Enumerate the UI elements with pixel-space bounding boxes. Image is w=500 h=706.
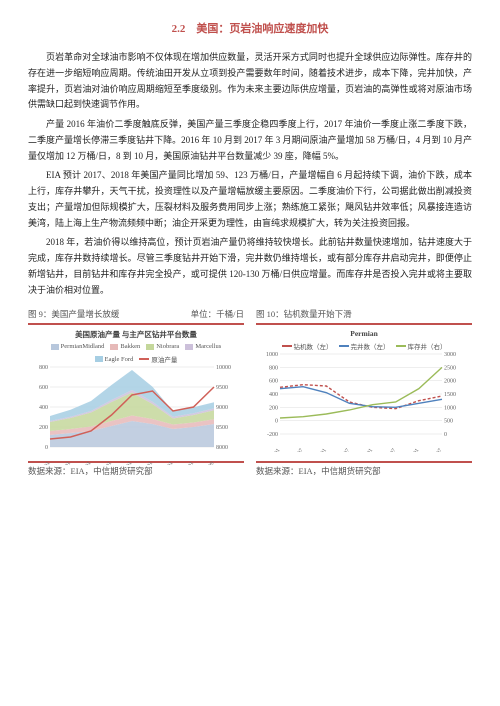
legend-item: 原油产量 <box>139 354 177 364</box>
legend-label: Eagle Ford <box>105 356 134 363</box>
svg-text:1000: 1000 <box>444 406 456 412</box>
legend-item: Eagle Ford <box>95 354 134 364</box>
legend-item: Marcellus <box>185 343 221 350</box>
svg-text:0: 0 <box>45 445 48 451</box>
legend-swatch <box>110 344 118 350</box>
svg-text:2015/01: 2015/01 <box>139 461 154 465</box>
svg-text:2013/01: 2013/01 <box>98 461 113 465</box>
legend-item: Bakken <box>110 343 140 350</box>
svg-text:9500: 9500 <box>216 385 228 391</box>
svg-text:2000: 2000 <box>444 379 456 385</box>
svg-text:400: 400 <box>39 405 48 411</box>
svg-text:2014/01: 2014/01 <box>266 448 281 452</box>
chart-left-caption: 图 9：美国产量增长放缓 单位：千桶/日 <box>28 308 244 320</box>
svg-text:2017/01: 2017/01 <box>180 461 195 465</box>
chart-right-caption-left: 图 10：钻机数量开始下滑 <box>256 308 352 320</box>
legend-item: 钻机数（左） <box>282 341 333 351</box>
legend-label: 钻机数（左） <box>294 341 333 351</box>
paragraph-4: 2018 年，若油价得以维持高位，预计页岩油产量仍将维持较快增长。此前钻井数量快… <box>28 235 472 298</box>
section-title: 2.2 美国：页岩油响应速度加快 <box>28 20 472 36</box>
legend-label: Niobrara <box>156 343 179 350</box>
svg-text:2017/01: 2017/01 <box>405 448 420 452</box>
svg-text:2017/09: 2017/09 <box>200 461 215 465</box>
chart-right-source: 数据来源：EIA，中信期货研究部 <box>256 465 472 477</box>
svg-text:2500: 2500 <box>444 366 456 372</box>
legend-label: Marcellus <box>195 343 221 350</box>
chart-left-caption-left: 图 9：美国产量增长放缓 <box>28 308 119 320</box>
svg-text:400: 400 <box>269 392 278 398</box>
svg-text:2011/01: 2011/01 <box>57 461 72 465</box>
svg-text:3000: 3000 <box>444 352 456 358</box>
svg-text:2016/01: 2016/01 <box>159 461 174 465</box>
chart-left-svg: 0 200 400 600 800 8000 8500 9000 9500 10000 2010/0… <box>28 365 238 465</box>
svg-text:1000: 1000 <box>266 352 278 358</box>
svg-text:0: 0 <box>275 419 278 425</box>
svg-text:8500: 8500 <box>216 425 228 431</box>
svg-text:10000: 10000 <box>216 365 231 371</box>
legend-label: 完井数（左） <box>351 341 390 351</box>
svg-text:-200: -200 <box>267 432 278 438</box>
legend-swatch <box>146 344 154 350</box>
legend-label: 库存井（右） <box>408 341 447 351</box>
para2-body: 产量 2016 年油价二季度触底反弹，美国产量三季度企稳四季度上行，2017 年… <box>28 119 472 161</box>
legend-swatch <box>339 345 349 347</box>
chart-left-source: 数据来源：EIA，中信期货研究部 <box>28 465 244 477</box>
chart-left-box: 美国原油产量 与主产区钻井平台数量 PermianMidland Bakken Ni… <box>28 323 244 463</box>
charts-row: 图 9：美国产量增长放缓 单位：千桶/日 美国原油产量 与主产区钻井平台数量 P… <box>28 308 472 477</box>
chart-left-block: 图 9：美国产量增长放缓 单位：千桶/日 美国原油产量 与主产区钻井平台数量 P… <box>28 308 244 477</box>
svg-text:800: 800 <box>269 366 278 372</box>
legend-swatch <box>51 344 59 350</box>
svg-text:2014/01: 2014/01 <box>118 461 133 465</box>
svg-text:2012/01: 2012/01 <box>77 461 92 465</box>
svg-text:9000: 9000 <box>216 405 228 411</box>
chart-right-block: 图 10：钻机数量开始下滑 Permian 钻机数（左） 完井数（左） 库存井（右）… <box>256 308 472 477</box>
chart-left-title: 美国原油产量 与主产区钻井平台数量 <box>28 327 244 342</box>
svg-text:2016/07: 2016/07 <box>382 448 397 452</box>
svg-text:200: 200 <box>269 406 278 412</box>
legend-label: 原油产量 <box>151 354 177 364</box>
svg-text:600: 600 <box>269 379 278 385</box>
svg-text:600: 600 <box>39 385 48 391</box>
chart-right-svg: -200 0 200 400 600 800 1000 0 500 1000 1500 2000 250… <box>256 352 466 452</box>
legend-swatch <box>95 356 103 362</box>
chart-right-caption: 图 10：钻机数量开始下滑 <box>256 308 472 320</box>
chart-left-caption-right: 单位：千桶/日 <box>191 308 244 320</box>
svg-text:2014/07: 2014/07 <box>290 448 305 452</box>
legend-item: 库存井（右） <box>396 341 447 351</box>
svg-text:200: 200 <box>39 425 48 431</box>
paragraph-3: EIA 预计 2017、2018 年美国产量同比增加 59、123 万桶/日，产… <box>28 168 472 231</box>
legend-swatch <box>282 345 292 347</box>
svg-text:800: 800 <box>39 365 48 371</box>
svg-text:2015/07: 2015/07 <box>336 448 351 452</box>
legend-label: Bakken <box>120 343 140 350</box>
chart-right-box: Permian 钻机数（左） 完井数（左） 库存井（右） -200 0 200 400 60… <box>256 323 472 463</box>
legend-item: Niobrara <box>146 343 179 350</box>
chart-right-title: Permian <box>256 327 472 340</box>
legend-label: PermianMidland <box>61 343 105 350</box>
svg-text:0: 0 <box>444 432 447 438</box>
svg-text:2010/01: 2010/01 <box>36 461 51 465</box>
legend-swatch <box>185 344 193 350</box>
svg-text:8000: 8000 <box>216 445 228 451</box>
svg-text:1500: 1500 <box>444 392 456 398</box>
svg-text:500: 500 <box>444 419 453 425</box>
svg-text:2015/01: 2015/01 <box>313 448 328 452</box>
legend-swatch <box>139 358 149 360</box>
legend-swatch <box>396 345 406 347</box>
paragraph-2: 产量 2016 年油价二季度触底反弹，美国产量三季度企稳四季度上行，2017 年… <box>28 117 472 164</box>
paragraph-1: 页岩革命对全球油市影响不仅体现在增加供应数量，灵活开采方式同时也提升全球供应边际… <box>28 50 472 113</box>
svg-text:2017/07: 2017/07 <box>428 448 443 452</box>
legend-item: 完井数（左） <box>339 341 390 351</box>
chart-left-legend: PermianMidland Bakken Niobrara Marcellus Eag… <box>28 342 244 365</box>
svg-text:2016/01: 2016/01 <box>359 448 374 452</box>
chart-right-legend: 钻机数（左） 完井数（左） 库存井（右） <box>256 340 472 352</box>
legend-item: PermianMidland <box>51 343 105 350</box>
